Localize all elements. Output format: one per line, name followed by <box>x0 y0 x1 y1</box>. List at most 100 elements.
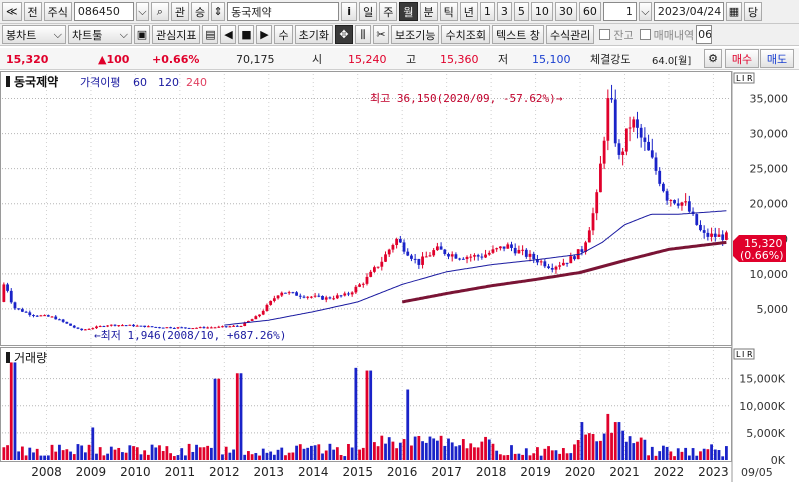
interval-60-button[interactable]: 60 <box>578 2 601 21</box>
aux-function-button[interactable]: 보조기능 <box>390 25 440 44</box>
date-input[interactable]: 2023/04/24 <box>653 2 724 21</box>
info-button[interactable]: i <box>341 2 358 21</box>
year-label: 2017 <box>431 465 462 479</box>
year-label: 2012 <box>209 465 240 479</box>
scale-tag-r: R <box>747 350 753 359</box>
settings-button[interactable]: ⚙ <box>704 49 722 68</box>
scissors-button[interactable]: ✂ <box>372 25 389 44</box>
volume-bar <box>206 445 210 460</box>
volume-bar <box>710 444 713 460</box>
interval-30-button[interactable]: 30 <box>554 2 577 21</box>
balance-checkbox[interactable]: 잔고 <box>599 27 634 43</box>
volume-bar <box>172 456 176 460</box>
num-button[interactable]: 수 <box>274 25 293 44</box>
candle-body <box>69 323 72 326</box>
volume-bar <box>35 448 39 460</box>
volume-bar <box>184 455 187 460</box>
volume-bar <box>498 454 502 460</box>
volume-scale-tags[interactable]: L I R <box>733 348 755 360</box>
volume-bar <box>654 455 658 460</box>
volume-bar <box>321 453 324 460</box>
candle-body <box>550 268 554 270</box>
formula-manager-button[interactable]: 수식관리 <box>545 25 595 44</box>
candle-body <box>561 262 565 266</box>
volume-bar <box>439 435 443 460</box>
reset-button[interactable]: 초기화 <box>294 25 333 44</box>
history-checkbox[interactable]: 매매내역 <box>639 27 694 43</box>
volume-bar <box>417 435 421 460</box>
watch-indicator-button[interactable]: 관심지표 <box>152 25 201 44</box>
price-scale-tags[interactable]: L I R <box>733 72 755 84</box>
volume-tick-label: 0K <box>771 454 786 467</box>
volume-bar <box>106 453 110 460</box>
fold-button[interactable]: ≪ <box>2 2 22 21</box>
candle-body <box>428 255 432 257</box>
period-month-button[interactable]: 월 <box>399 2 418 21</box>
rewind-button[interactable]: ◀ <box>220 25 237 44</box>
grid-button[interactable]: ▤ <box>202 25 219 44</box>
candle-body <box>272 298 276 301</box>
candle-body <box>491 249 495 253</box>
current-button[interactable]: 당 <box>743 2 763 21</box>
period-day-button[interactable]: 일 <box>359 2 378 21</box>
price-volume-chart[interactable]: 5,00010,00015,00020,00025,00030,00035,00… <box>0 71 799 482</box>
search-button[interactable]: ⌕ <box>150 2 169 21</box>
code-dropdown-button[interactable]: ⌵ <box>135 2 149 21</box>
right-code-field[interactable]: 06 <box>696 25 713 44</box>
chart-tool-select[interactable]: 차트툴 ⌵ <box>68 25 132 44</box>
year-label: 2023 <box>698 465 729 479</box>
candle-body <box>209 327 213 329</box>
calendar-button[interactable]: ▦ <box>725 2 742 21</box>
volume-bar <box>717 450 721 460</box>
volume-bar <box>395 448 399 460</box>
volume-bar <box>454 446 458 460</box>
count-dropdown-button[interactable]: ⌵ <box>638 2 652 21</box>
sell-button[interactable]: 매도 <box>760 49 794 68</box>
tag-button[interactable]: 관 <box>170 2 190 21</box>
period-week-button[interactable]: 주 <box>379 2 398 21</box>
stock-name-field[interactable]: 동국제약 <box>227 2 340 21</box>
candle-body <box>617 143 621 155</box>
candle-body <box>536 259 539 263</box>
period-minute-button[interactable]: 분 <box>419 2 438 21</box>
move-tool-button[interactable]: ✥ <box>334 25 353 44</box>
bar-tool-button[interactable]: ⫼ <box>354 25 371 44</box>
current-price: 15,320 <box>6 52 49 66</box>
toolbar-main: ≪ 전 주식 086450 ⌵ ⌕ 관 승 ⇕ 동국제약 i 일 주 월 분 틱… <box>0 0 799 24</box>
price-tick-label: 5,000 <box>757 303 789 316</box>
value-lookup-button[interactable]: 수치조회 <box>441 25 490 44</box>
candle-body <box>347 293 350 295</box>
upper-limit-button[interactable]: 승 <box>191 2 210 21</box>
text-window-button[interactable]: 텍스트 창 <box>491 25 544 44</box>
interval-1-button[interactable]: 1 <box>479 2 495 21</box>
volume-bar <box>291 452 295 460</box>
prev-button[interactable]: 전 <box>23 2 42 21</box>
period-year-button[interactable]: 년 <box>459 2 478 21</box>
chart-type-select[interactable]: 봉차트 ⌵ <box>2 25 66 44</box>
volume-bar <box>480 441 484 460</box>
period-tick-button[interactable]: 틱 <box>439 2 458 21</box>
volume-bar <box>306 447 310 460</box>
save-button[interactable]: ▣ <box>134 25 150 44</box>
count-input[interactable]: 1 <box>602 2 637 21</box>
scale-tag-l: L <box>736 350 741 359</box>
candle-body <box>313 295 317 297</box>
volume-bar <box>69 451 72 460</box>
interval-3-button[interactable]: 3 <box>496 2 512 21</box>
buy-button[interactable]: 매수 <box>725 49 759 68</box>
volume-bar <box>347 443 350 460</box>
volume-bar <box>621 430 625 460</box>
code-input[interactable]: 086450 <box>73 2 134 21</box>
market-type-select[interactable]: 주식 <box>43 2 72 21</box>
candle-body <box>480 256 484 258</box>
candle-body <box>465 256 469 260</box>
candle-body <box>350 292 354 295</box>
interval-5-button[interactable]: 5 <box>513 2 529 21</box>
forward-button[interactable]: ▶ <box>256 25 273 44</box>
candle-body <box>447 254 450 257</box>
scroll-updown-button[interactable]: ⇕ <box>211 2 226 21</box>
stop-button[interactable]: ■ <box>238 25 255 44</box>
price-tag-value: 15,320 <box>744 237 783 250</box>
candle-body <box>235 325 239 327</box>
interval-10-button[interactable]: 10 <box>530 2 553 21</box>
